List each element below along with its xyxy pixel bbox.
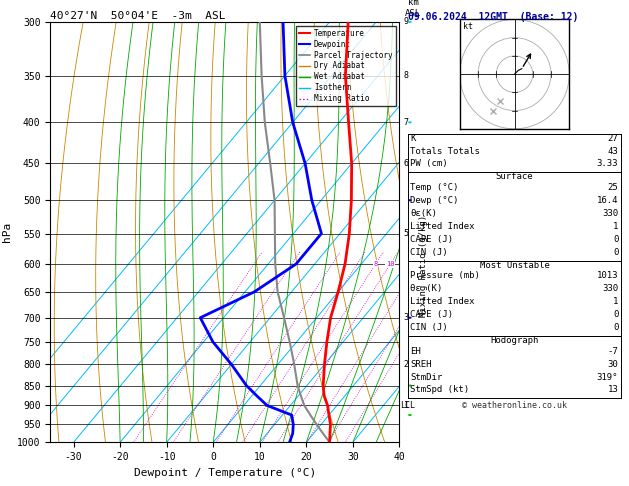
Text: 0: 0 [613,323,618,332]
Y-axis label: hPa: hPa [1,222,11,242]
Text: 0: 0 [613,310,618,319]
Text: 7: 7 [404,118,409,127]
Text: StmDir: StmDir [410,373,442,382]
Text: StmSpd (kt): StmSpd (kt) [410,385,469,395]
Text: 0: 0 [613,235,618,244]
Text: 3.33: 3.33 [597,159,618,169]
Text: 30: 30 [608,360,618,369]
Text: 330: 330 [602,209,618,218]
Text: CIN (J): CIN (J) [410,323,448,332]
Text: Hodograph: Hodograph [491,336,538,345]
Text: 1013: 1013 [597,272,618,280]
Text: 40°27'N  50°04'E  -3m  ASL: 40°27'N 50°04'E -3m ASL [50,11,226,21]
X-axis label: Dewpoint / Temperature (°C): Dewpoint / Temperature (°C) [134,468,316,478]
Text: 1: 1 [613,297,618,306]
Text: θε(K): θε(K) [410,209,437,218]
Text: Mixing Ratio (g/kg): Mixing Ratio (g/kg) [419,215,428,317]
Text: 09.06.2024  12GMT  (Base: 12): 09.06.2024 12GMT (Base: 12) [408,12,578,22]
Text: PW (cm): PW (cm) [410,159,448,169]
Text: 2: 2 [404,360,409,369]
Text: Lifted Index: Lifted Index [410,222,475,231]
Legend: Temperature, Dewpoint, Parcel Trajectory, Dry Adiabat, Wet Adiabat, Isotherm, Mi: Temperature, Dewpoint, Parcel Trajectory… [296,26,396,106]
Text: 1: 1 [613,222,618,231]
Text: © weatheronline.co.uk: © weatheronline.co.uk [462,401,567,410]
Text: CIN (J): CIN (J) [410,248,448,257]
Text: 25: 25 [608,183,618,192]
Text: -7: -7 [608,347,618,356]
Text: SREH: SREH [410,360,431,369]
Text: Totals Totals: Totals Totals [410,147,480,156]
Text: Dewp (°C): Dewp (°C) [410,196,459,205]
Text: 9: 9 [404,17,409,26]
Text: Temp (°C): Temp (°C) [410,183,459,192]
Text: 3: 3 [404,313,409,322]
Text: 6: 6 [404,159,409,168]
Text: K: K [410,134,416,143]
Text: Pressure (mb): Pressure (mb) [410,272,480,280]
Text: 330: 330 [602,284,618,294]
Text: EH: EH [410,347,421,356]
Text: Lifted Index: Lifted Index [410,297,475,306]
Text: 43: 43 [608,147,618,156]
Text: km
ASL: km ASL [405,0,421,17]
Text: 27: 27 [608,134,618,143]
Text: 8: 8 [374,261,378,267]
Text: 5: 5 [404,229,409,238]
Text: kt: kt [464,21,474,31]
Text: 1: 1 [404,401,409,410]
Text: CAPE (J): CAPE (J) [410,235,453,244]
Text: 319°: 319° [597,373,618,382]
Text: CAPE (J): CAPE (J) [410,310,453,319]
Text: 10: 10 [386,261,394,267]
Text: Surface: Surface [496,172,533,181]
Text: 13: 13 [608,385,618,395]
Text: LCL: LCL [400,401,415,410]
Text: θε (K): θε (K) [410,284,442,294]
Text: Most Unstable: Most Unstable [479,260,550,270]
Text: 0: 0 [613,248,618,257]
Text: 16.4: 16.4 [597,196,618,205]
Text: 8: 8 [404,71,409,80]
